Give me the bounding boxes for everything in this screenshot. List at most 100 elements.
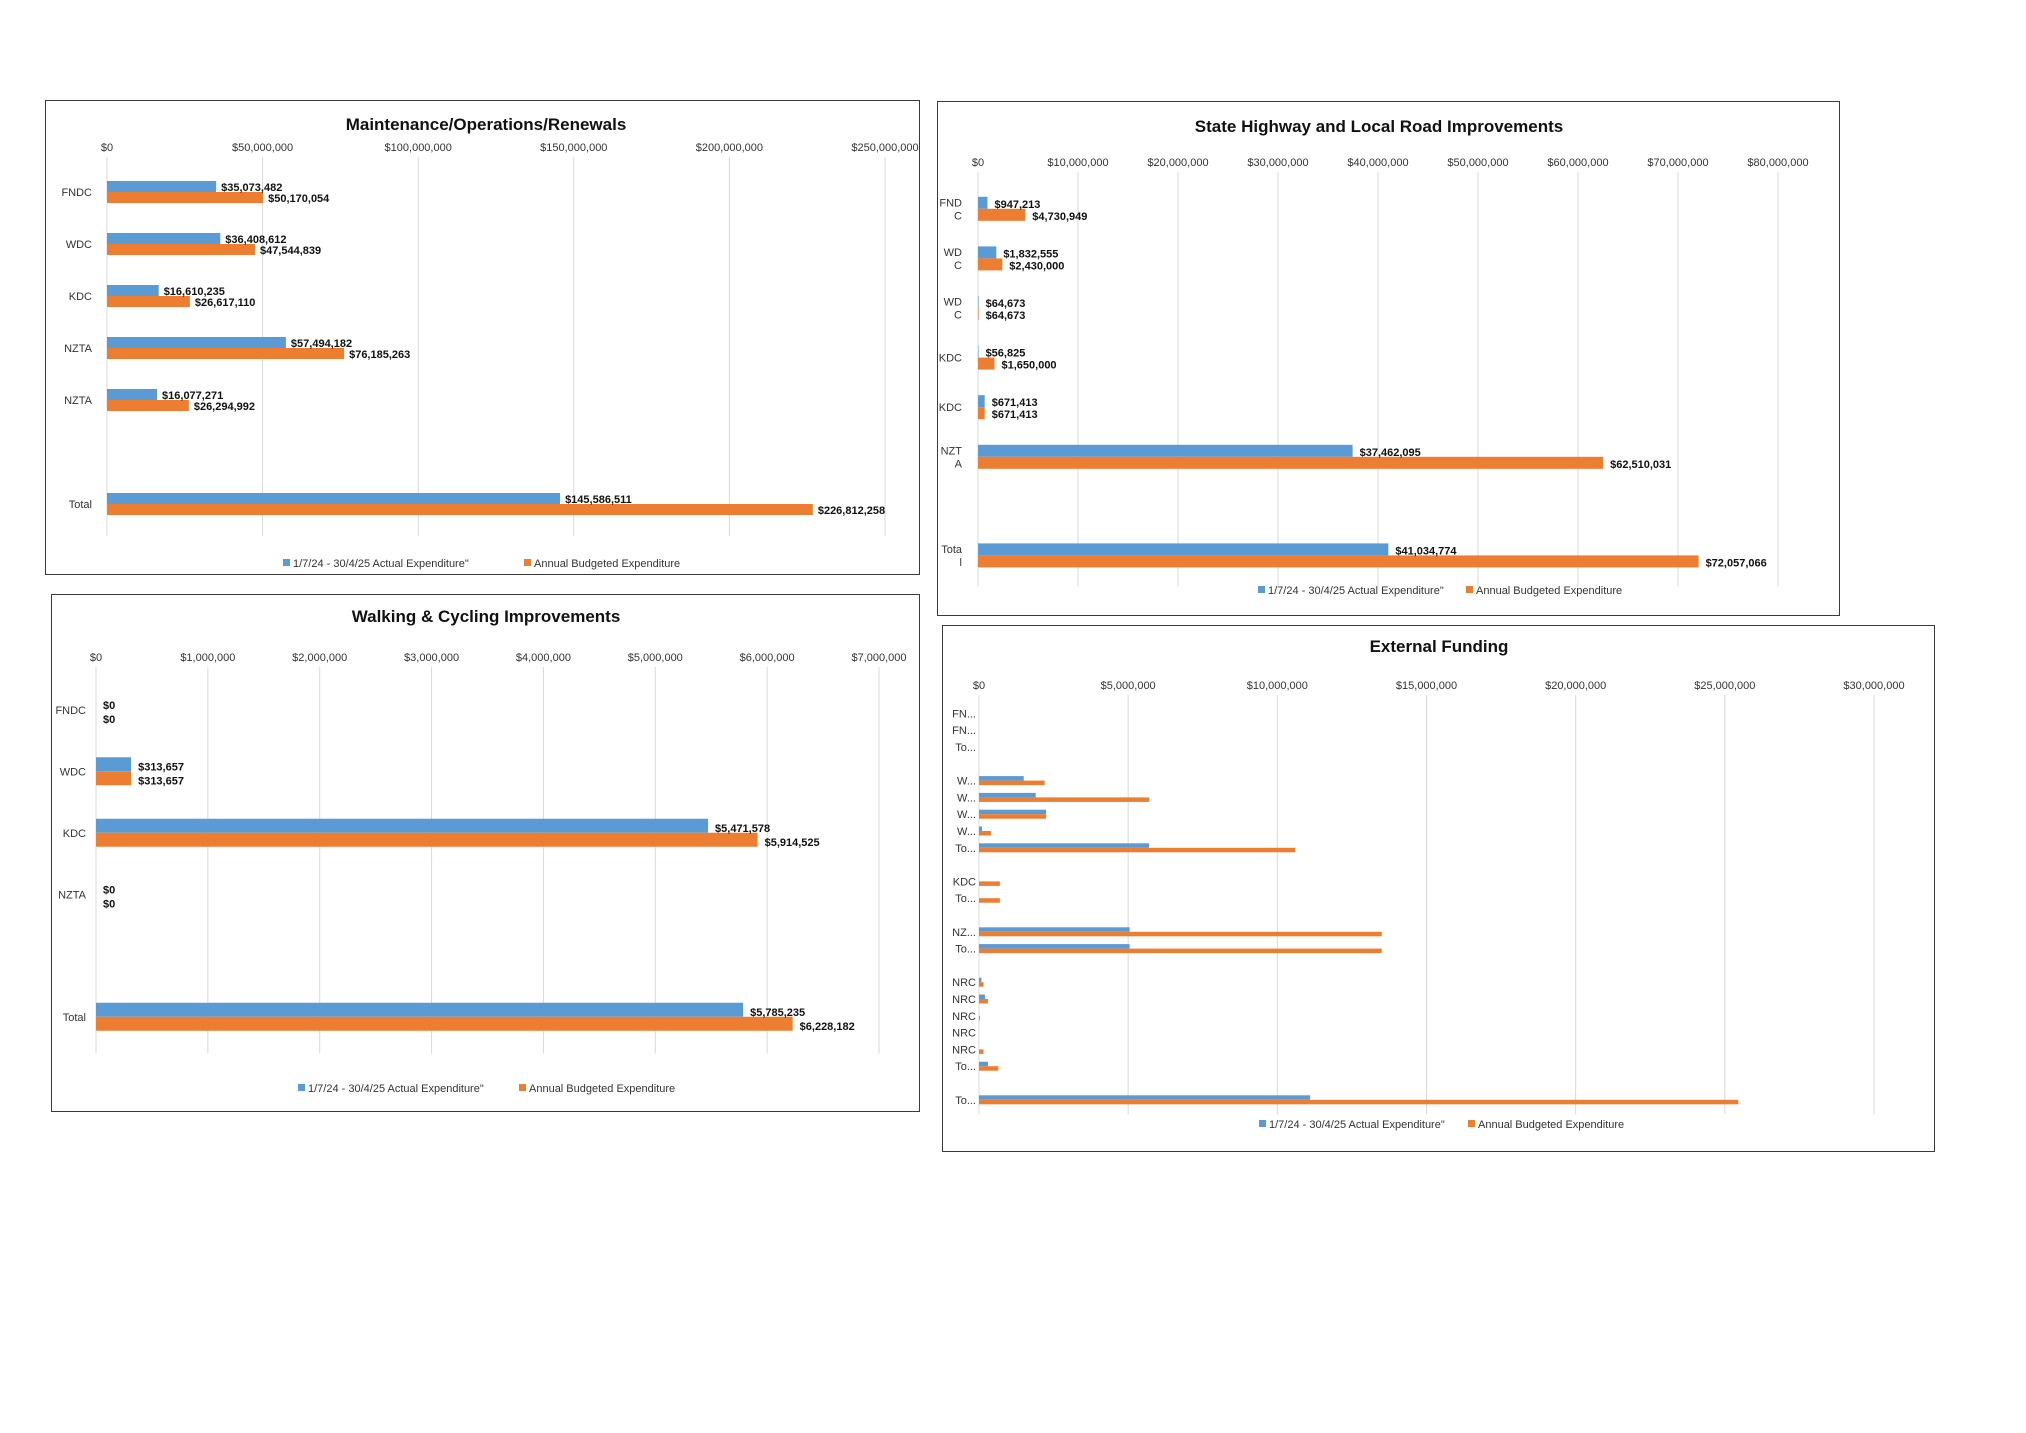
bar-budget (979, 780, 1045, 786)
category-label: W... (957, 826, 976, 838)
bar-budget (979, 814, 1047, 819)
category-label: Total (63, 1012, 86, 1024)
category-label: To... (955, 843, 976, 855)
category-label: FNDC (61, 187, 92, 199)
bar-actual (96, 818, 709, 833)
bar-budget (979, 982, 984, 987)
data-label-budget: $226,812,258 (818, 505, 885, 517)
x-tick-label: $4,000,000 (516, 652, 571, 664)
chart-panel-walking-cycling: Walking & Cycling Improvements $0 $1,000,0… (51, 594, 920, 1112)
x-tick-label: $3,000,000 (404, 652, 459, 664)
bar-actual (979, 776, 1024, 781)
bar-budget (96, 832, 758, 847)
category-label: FN... (952, 725, 976, 737)
category-label: A (955, 458, 963, 470)
bar-actual (978, 345, 979, 358)
category-label: KDC (63, 828, 86, 840)
bar-budget (107, 348, 345, 359)
chart-title: State Highway and Local Road Improvement… (1195, 117, 1563, 136)
data-label-actual: $56,825 (986, 348, 1026, 360)
chart-maintenance: Maintenance/Operations/Renewals $0 $50,000… (61, 115, 918, 570)
bar-actual (107, 337, 286, 348)
bar-actual (979, 927, 1130, 932)
x-tick-label: $200,000,000 (696, 142, 763, 154)
bar-budget (979, 847, 1296, 853)
data-label-budget: $1,650,000 (1002, 360, 1057, 372)
category-label: To... (955, 1095, 976, 1107)
x-tick-label: $0 (972, 157, 984, 169)
x-tick-label: $0 (973, 680, 985, 692)
bar-budget (107, 192, 264, 203)
x-tick-label: $5,000,000 (1101, 680, 1156, 692)
data-label-actual: $37,462,095 (1360, 447, 1421, 459)
category-label: To... (955, 893, 976, 905)
bar-budget (107, 296, 190, 307)
category-label: NRC (952, 994, 976, 1006)
bar-budget (978, 208, 1026, 221)
bar-actual (979, 843, 1150, 848)
x-tick-label: $6,000,000 (740, 652, 795, 664)
legend-label-actual: 1/7/24 - 30/4/25 Actual Expenditure" (293, 558, 469, 570)
category-label: C (954, 260, 962, 272)
chart-state-highway: State Highway and Local Road Improvement… (939, 117, 1809, 597)
data-label-budget: $62,510,031 (1610, 459, 1671, 471)
category-label: NRC (952, 977, 976, 989)
x-tick-label: $50,000,000 (1447, 157, 1508, 169)
legend-swatch-actual (1258, 586, 1265, 593)
legend-swatch-budget (519, 1084, 526, 1091)
category-label: NZTA (64, 343, 93, 355)
x-tick-label: $150,000,000 (540, 142, 607, 154)
legend-swatch-budget (1468, 1120, 1475, 1127)
x-tick-label: $60,000,000 (1547, 157, 1608, 169)
bar-budget (978, 456, 1604, 469)
bar-actual (978, 395, 985, 408)
bar-budget (978, 258, 1003, 271)
chart-external-funding: External Funding $0 $5,000,000 $10,000,000 $… (952, 637, 1904, 1131)
bar-budget (979, 1049, 984, 1054)
data-label-actual: $313,657 (138, 761, 184, 773)
bar-budget (107, 244, 255, 255)
data-label-actual: $64,673 (986, 298, 1026, 310)
legend-label-actual: 1/7/24 - 30/4/25 Actual Expenditure" (1268, 585, 1444, 597)
bar-budget (978, 555, 1699, 568)
bar-budget (96, 1016, 793, 1031)
bar-budget (979, 898, 1000, 903)
category-label: NZ... (952, 927, 976, 939)
bar-actual (96, 1002, 744, 1017)
x-tick-label: $15,000,000 (1396, 680, 1457, 692)
category-label: To... (955, 742, 976, 754)
legend-label-budget: Annual Budgeted Expenditure (1476, 585, 1622, 597)
x-tick-label: $10,000,000 (1247, 680, 1308, 692)
category-label: C (954, 310, 962, 322)
category-label: NRC (952, 1011, 976, 1023)
data-label-budget: $50,170,054 (268, 193, 330, 205)
data-label-actual: $41,034,774 (1395, 545, 1457, 557)
legend-label-actual: 1/7/24 - 30/4/25 Actual Expenditure" (308, 1083, 484, 1095)
bar-actual (978, 296, 979, 308)
x-tick-label: $80,000,000 (1747, 157, 1808, 169)
bar-budget (979, 999, 988, 1004)
bar-budget (979, 881, 1000, 886)
category-label: KDC (69, 291, 92, 303)
data-label-actual: $145,586,511 (565, 494, 632, 506)
bar-actual (979, 809, 1047, 815)
category-label: NRC (952, 1028, 976, 1040)
category-label: WDC (60, 766, 86, 778)
bar-budget (107, 504, 813, 515)
data-label-actual: $5,785,235 (750, 1007, 805, 1019)
legend-label-budget: Annual Budgeted Expenditure (1478, 1119, 1624, 1131)
data-label-actual: $16,077,271 (162, 390, 223, 402)
data-label-budget: $26,294,992 (194, 401, 255, 413)
x-tick-label: $250,000,000 (851, 142, 918, 154)
x-tick-label: $30,000,000 (1247, 157, 1308, 169)
category-label: WD (944, 297, 962, 309)
data-label-actual: $5,471,578 (715, 823, 770, 835)
legend-label-actual: 1/7/24 - 30/4/25 Actual Expenditure" (1269, 1119, 1445, 1131)
legend-swatch-actual (1259, 1120, 1266, 1127)
x-tick-label: $30,000,000 (1843, 680, 1904, 692)
data-label-actual: $0 (103, 884, 115, 896)
data-label-budget: $47,544,839 (260, 245, 321, 257)
chart-walking-cycling: Walking & Cycling Improvements $0 $1,000,0… (55, 607, 906, 1095)
category-label: C (954, 210, 962, 222)
legend-label-budget: Annual Budgeted Expenditure (534, 558, 680, 570)
